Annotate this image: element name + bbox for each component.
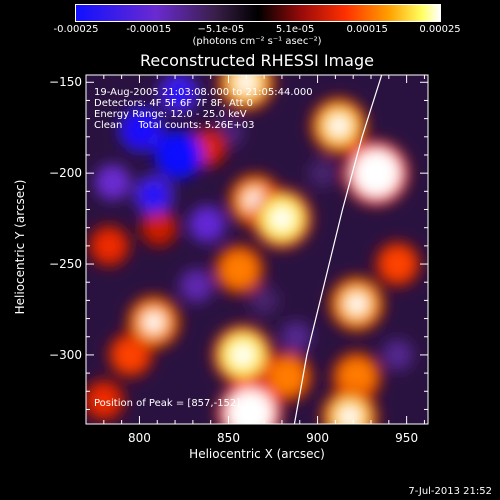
solar-limb-curve: [293, 75, 383, 424]
x-tick-label: 900: [306, 431, 330, 445]
colorbar: [75, 4, 441, 22]
y-tick-label: −150: [49, 75, 82, 90]
heatmap-blob-core: [237, 401, 262, 424]
heatmap-blob: [87, 384, 120, 417]
heatmap-blob-core: [328, 115, 350, 137]
heatmap-blob: [308, 158, 338, 188]
heatmap-blob: [94, 164, 131, 201]
x-tick-label: 950: [395, 431, 419, 445]
colorbar-tick-label: -0.00015: [126, 24, 172, 35]
heatmap-blob: [92, 229, 126, 263]
y-axis-label: Heliocentric Y (arcsec): [13, 179, 27, 315]
heatmap-blob: [382, 339, 414, 371]
heatmap-blob: [380, 246, 415, 282]
x-axis-label: Heliocentric X (arcsec): [189, 447, 325, 461]
heatmap-blob-core: [339, 406, 361, 424]
heatmap-blob-core: [235, 75, 257, 93]
colorbar-gradient: [76, 5, 440, 21]
colorbar-units: (photons cm⁻² s⁻¹ asec⁻²): [192, 36, 322, 47]
heatmap-blob: [268, 357, 307, 396]
heatmap-blob-core: [130, 118, 153, 141]
colorbar-tick-label: -0.00025: [53, 24, 99, 35]
heatmap-blob: [113, 337, 148, 373]
chart-title: Reconstructed RHESSI Image: [140, 51, 374, 70]
annotation-peak-position: Position of Peak = [857,-152]: [94, 398, 241, 409]
heatmap-blob-core: [231, 343, 254, 367]
timestamp: 7-Jul-2013 21:52: [408, 486, 492, 497]
axis-ticks: [86, 75, 428, 424]
y-tick-label: −200: [49, 166, 82, 181]
y-tick-label: −250: [49, 257, 82, 272]
colorbar-tick-label: 0.00025: [419, 24, 461, 35]
x-tick-label: 800: [127, 431, 151, 445]
heatmap-blob-core: [166, 142, 191, 167]
colorbar-tick-label: 5.1e-05: [275, 24, 315, 35]
plot-frame: [85, 74, 429, 425]
heatmap-blob: [188, 205, 226, 243]
annotation-time-range: 19-Aug-2005 21:03:08.000 to 21:05:44.000: [94, 87, 313, 98]
heatmap-blob-core: [364, 161, 389, 186]
annotation-energy-range: Energy Range: 12.0 - 25.0 keV: [94, 109, 247, 120]
heatmap-blob: [280, 321, 312, 353]
annotation-clean-counts: Clean Total counts: 5.26E+03: [94, 120, 255, 131]
heatmap-blob-core: [346, 293, 368, 315]
heatmap-blob: [337, 357, 376, 396]
x-tick-label: 850: [217, 431, 240, 445]
heatmap-blob-core: [168, 83, 189, 104]
heatmap-blob-core: [270, 207, 294, 230]
heatmap-blobs: [86, 75, 422, 424]
heatmap-blob: [143, 212, 175, 243]
heatmap-blob: [179, 269, 214, 303]
colorbar-tick-label: 0.00015: [346, 24, 388, 35]
heatmap-blob-core: [143, 184, 164, 206]
y-tick-label: −300: [49, 347, 82, 362]
heatmap-blob: [249, 285, 279, 315]
heatmap-blob-core: [143, 312, 164, 333]
heatmap-blob: [220, 250, 259, 289]
colorbar-tick-label: −5.1e-05: [197, 24, 245, 35]
annotation-detectors: Detectors: 4F 5F 6F 7F 8F, Att 0: [94, 98, 254, 109]
